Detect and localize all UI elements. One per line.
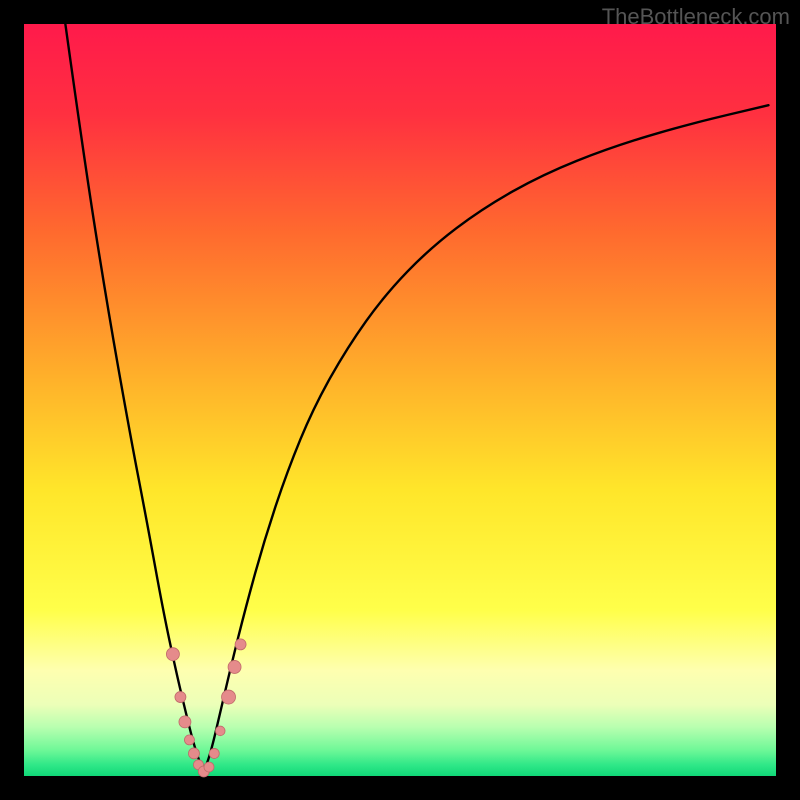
watermark-text: TheBottleneck.com (602, 4, 790, 30)
data-marker (235, 639, 246, 650)
data-marker (175, 692, 186, 703)
data-marker (179, 716, 191, 728)
data-marker (204, 762, 214, 772)
data-marker (215, 726, 225, 736)
data-marker (184, 735, 194, 745)
data-marker (209, 748, 219, 758)
plot-background (24, 24, 776, 776)
data-marker (166, 648, 179, 661)
data-marker (228, 660, 241, 673)
data-marker (188, 748, 199, 759)
data-marker (222, 690, 236, 704)
bottleneck-chart (0, 0, 800, 800)
chart-container: TheBottleneck.com (0, 0, 800, 800)
